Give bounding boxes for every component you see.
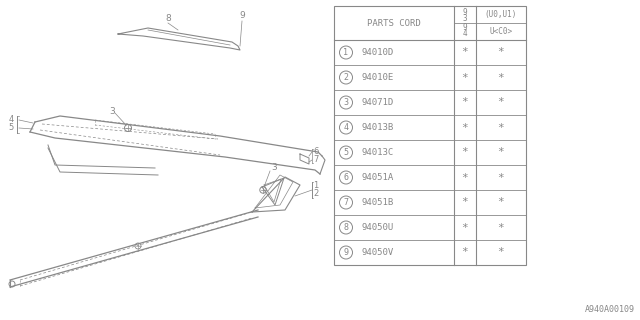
Text: *: * (461, 172, 468, 182)
Text: *: * (498, 98, 504, 108)
Text: U<C0>: U<C0> (490, 27, 513, 36)
Text: *: * (498, 247, 504, 258)
Text: *: * (498, 222, 504, 233)
Text: *: * (461, 222, 468, 233)
Text: 94010D: 94010D (362, 48, 394, 57)
Text: 94051B: 94051B (362, 198, 394, 207)
Text: 3: 3 (271, 164, 277, 172)
Text: PARTS CORD: PARTS CORD (367, 19, 421, 28)
Text: 4: 4 (463, 29, 467, 38)
Bar (334, 6, 526, 265)
Text: *: * (461, 73, 468, 83)
Text: A940A00109: A940A00109 (585, 305, 635, 314)
Text: 5: 5 (8, 124, 13, 132)
Text: 2: 2 (344, 73, 349, 82)
Text: 5: 5 (344, 148, 349, 157)
Text: *: * (498, 123, 504, 132)
Text: 4: 4 (344, 123, 349, 132)
Text: 3: 3 (109, 108, 115, 116)
Text: 94050V: 94050V (362, 248, 394, 257)
Text: *: * (461, 98, 468, 108)
Text: *: * (498, 47, 504, 58)
Text: 7: 7 (344, 198, 349, 207)
Text: 94013C: 94013C (362, 148, 394, 157)
Text: 1: 1 (313, 180, 318, 189)
Text: 6: 6 (344, 173, 349, 182)
Text: 1: 1 (344, 48, 349, 57)
Text: *: * (461, 197, 468, 207)
Text: 94051A: 94051A (362, 173, 394, 182)
Text: *: * (461, 47, 468, 58)
Text: *: * (461, 247, 468, 258)
Text: 94050U: 94050U (362, 223, 394, 232)
Text: 3: 3 (344, 98, 349, 107)
Text: *: * (498, 73, 504, 83)
Text: 3: 3 (463, 14, 467, 23)
Text: 9: 9 (344, 248, 349, 257)
Text: *: * (498, 172, 504, 182)
Text: 8: 8 (344, 223, 349, 232)
Text: 9: 9 (239, 11, 245, 20)
Text: *: * (498, 148, 504, 157)
Text: (U0,U1): (U0,U1) (485, 10, 517, 19)
Text: 94010E: 94010E (362, 73, 394, 82)
Text: *: * (498, 197, 504, 207)
Text: *: * (461, 123, 468, 132)
Text: 4: 4 (8, 116, 13, 124)
Text: 94013B: 94013B (362, 123, 394, 132)
Text: 9: 9 (463, 8, 467, 17)
Text: 7: 7 (313, 156, 318, 164)
Text: 8: 8 (165, 14, 171, 23)
Text: *: * (461, 148, 468, 157)
Text: 9: 9 (463, 23, 467, 32)
Text: 2: 2 (313, 189, 318, 198)
Text: 6: 6 (313, 148, 318, 156)
Text: 94071D: 94071D (362, 98, 394, 107)
